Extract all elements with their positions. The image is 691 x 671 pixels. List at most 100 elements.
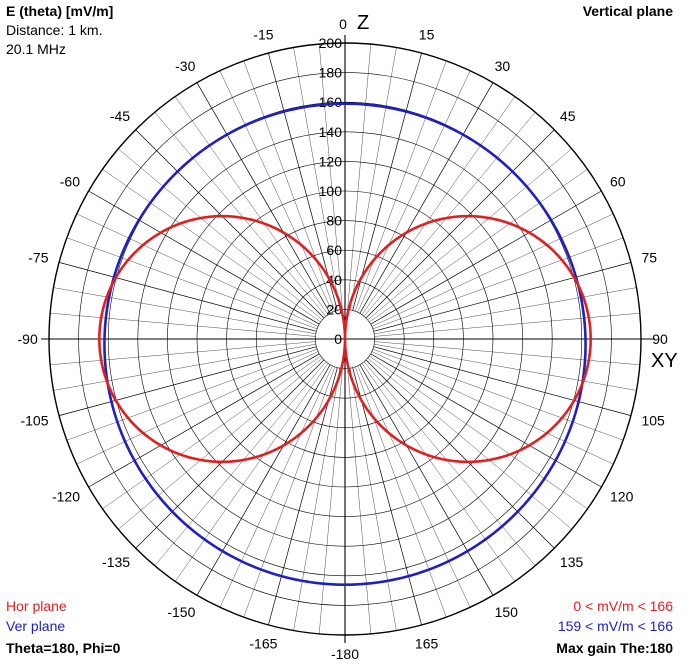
grid-spoke [219, 365, 333, 608]
grid-spoke [347, 44, 371, 310]
grid-spoke [219, 70, 333, 313]
radial-tick-label: 160 [319, 94, 343, 110]
grid-spoke [363, 112, 536, 317]
grid-spoke [76, 213, 319, 327]
angle-tick-label: -165 [249, 635, 277, 651]
angle-tick-label: 150 [495, 604, 519, 620]
angle-tick-label: 75 [641, 249, 657, 265]
z-axis-label: Z [357, 12, 369, 34]
angle-tick-label: -120 [52, 489, 80, 505]
grid-spoke [371, 213, 614, 327]
radial-tick-label: 20 [326, 301, 342, 317]
angle-tick-labels: 0153045607590105120135150165-180-165-150… [18, 16, 669, 662]
pattern-curves [98, 102, 592, 586]
grid-spoke [369, 355, 588, 509]
grid-spoke [363, 361, 536, 566]
grid-spoke [352, 52, 422, 311]
grid-spoke [175, 363, 329, 582]
angle-tick-label: -105 [20, 413, 48, 429]
grid-spoke [268, 367, 338, 626]
polar-grid [41, 35, 655, 643]
legend-hor-plane: Hor plane [6, 598, 67, 614]
series-hor-plane [98, 214, 592, 464]
grid-spoke [357, 365, 471, 608]
angle-tick-label: 45 [560, 108, 576, 124]
grid-spoke [118, 148, 323, 321]
grid-spoke [367, 357, 572, 530]
grid-spoke [374, 287, 637, 335]
angle-tick-label: 60 [610, 173, 626, 189]
angle-tick-label: 0 [339, 16, 347, 32]
ver-range-label: 159 < mV/m < 166 [557, 618, 673, 634]
grid-spoke [196, 82, 331, 314]
angle-tick-label: -90 [18, 331, 38, 347]
grid-spoke [154, 361, 327, 566]
grid-spoke [53, 343, 316, 391]
angle-tick-label: -150 [167, 604, 195, 620]
grid-spoke [319, 368, 343, 634]
grid-spoke [359, 364, 494, 596]
grid-spoke [359, 82, 494, 314]
grid-spoke [196, 364, 331, 596]
radial-tick-label: 40 [326, 272, 342, 288]
radial-tick-label: 200 [319, 35, 343, 51]
angle-tick-label: 15 [419, 27, 435, 43]
grid-spoke [372, 237, 624, 330]
xy-axis-label: XY [651, 350, 678, 372]
grid-spoke [369, 169, 588, 323]
grid-spoke [53, 287, 316, 335]
angle-tick-label: 90 [652, 331, 668, 347]
radial-tick-label: 140 [319, 124, 343, 140]
grid-spoke [357, 70, 471, 313]
grid-spoke [66, 348, 318, 441]
hor-range-label: 0 < mV/m < 166 [573, 598, 673, 614]
grid-spoke [365, 359, 555, 549]
angle-tick-label: -30 [175, 58, 195, 74]
angle-tick-label: 105 [641, 413, 665, 429]
grid-spoke [88, 190, 320, 325]
grid-spoke [349, 47, 397, 310]
grid-spoke [371, 351, 614, 465]
grid-spoke [319, 44, 343, 310]
grid-spoke [243, 60, 336, 312]
radial-tick-label: 60 [326, 242, 342, 258]
grid-spoke [349, 368, 397, 631]
angle-tick-label: -60 [60, 173, 80, 189]
grid-spoke [135, 129, 325, 319]
distance-label: Distance: 1 km. [6, 22, 103, 38]
grid-spoke [88, 353, 320, 488]
grid-spoke [50, 313, 316, 337]
grid-spoke [361, 363, 515, 582]
frequency-label: 20.1 MHz [6, 41, 66, 57]
grid-spoke [352, 367, 422, 626]
grid-spoke [243, 366, 336, 618]
grid-spoke [66, 237, 318, 330]
grid-spoke [354, 366, 447, 618]
grid-spoke [175, 96, 329, 315]
plane-label: Vertical plane [582, 3, 673, 19]
grid-spoke [372, 348, 624, 441]
angle-tick-label: 135 [560, 554, 584, 570]
grid-spoke [354, 60, 447, 312]
angle-tick-label: -45 [110, 108, 130, 124]
grid-spoke [361, 96, 515, 315]
grid-spoke [347, 368, 371, 634]
grid-spoke [268, 52, 338, 311]
radial-tick-label: 0 [334, 331, 342, 347]
grid-spoke [374, 343, 637, 391]
grid-spoke [374, 313, 640, 337]
grid-spoke [118, 357, 323, 530]
grid-spoke [293, 368, 341, 631]
angle-tick-label: -75 [28, 249, 48, 265]
grid-spoke [370, 353, 602, 488]
grid-spoke [365, 129, 555, 319]
grid-spoke [102, 355, 321, 509]
grid-spoke [58, 346, 317, 416]
radial-tick-label: 120 [319, 153, 343, 169]
radial-tick-label: 100 [319, 183, 343, 199]
theta-phi-label: Theta=180, Phi=0 [6, 640, 121, 656]
radial-tick-label: 180 [319, 65, 343, 81]
grid-spoke [293, 47, 341, 310]
grid-spoke [102, 169, 321, 323]
